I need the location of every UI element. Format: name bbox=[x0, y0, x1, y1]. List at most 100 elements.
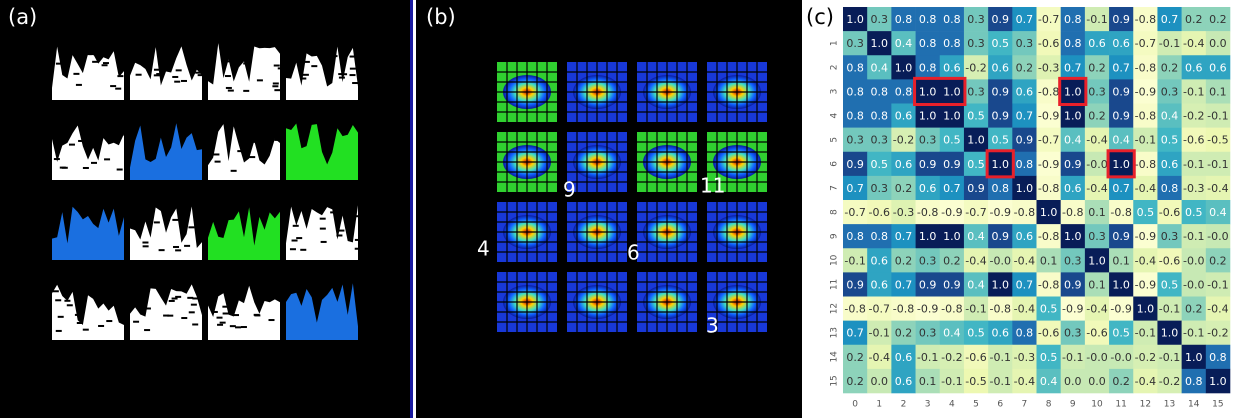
cell-label: 0.3 bbox=[1088, 85, 1106, 98]
cloud-gap bbox=[144, 329, 151, 332]
cloud-gap bbox=[225, 54, 232, 57]
x-tick-label: 10 bbox=[1091, 400, 1103, 410]
heatmap-cell bbox=[843, 248, 868, 273]
cloud-gap bbox=[195, 71, 202, 74]
heatmap-cell bbox=[1205, 79, 1231, 104]
heatmap-cell bbox=[1012, 151, 1037, 177]
heatmap-cell bbox=[1205, 248, 1231, 273]
cloud-gap bbox=[253, 295, 260, 298]
heatmap-cell bbox=[1060, 79, 1086, 104]
heatmap-cell bbox=[891, 368, 916, 394]
cell-label: 0.8 bbox=[991, 182, 1009, 195]
cell-label: 0.5 bbox=[1161, 134, 1179, 147]
cloud-gap bbox=[135, 73, 142, 76]
cell-label: 0.4 bbox=[871, 61, 889, 74]
cloud-gap bbox=[240, 326, 247, 329]
cell-label: -0.9 bbox=[1062, 303, 1083, 316]
heatmap-cell bbox=[1084, 272, 1110, 297]
panel-a-bg bbox=[0, 0, 410, 418]
heatmap-cell bbox=[1181, 368, 1207, 394]
cell-label: 0.3 bbox=[846, 37, 864, 50]
heatmap-cell bbox=[843, 79, 868, 104]
heatmap-cell bbox=[1205, 31, 1231, 56]
annotation: 11 bbox=[700, 174, 725, 198]
cell-label: -0.6 bbox=[965, 351, 986, 364]
cell-label: -0.1 bbox=[1086, 13, 1107, 26]
y-tick-label: 4 bbox=[830, 112, 840, 118]
heatmap-cell bbox=[1084, 344, 1110, 370]
heatmap-cell bbox=[1157, 296, 1182, 321]
heatmap-cell bbox=[891, 31, 916, 56]
cell-label: 0.2 bbox=[846, 351, 864, 364]
heatmap-cell bbox=[1036, 31, 1061, 56]
heatmap-cell bbox=[843, 175, 868, 201]
cell-label: 0.5 bbox=[991, 134, 1009, 147]
cell-label: 0.9 bbox=[943, 278, 961, 291]
cell-label: 0.5 bbox=[1112, 327, 1130, 340]
heatmap-cell bbox=[1084, 368, 1110, 394]
cloud-gap bbox=[133, 320, 140, 323]
cell-label: -0.9 bbox=[1135, 230, 1156, 243]
heatmap-cell bbox=[1012, 7, 1037, 32]
cell-label: -0.9 bbox=[989, 206, 1010, 219]
heatmap-cell bbox=[1109, 344, 1134, 370]
heatmap-cell bbox=[867, 272, 892, 297]
cell-label: -0.8 bbox=[844, 303, 865, 316]
heatmap-cell bbox=[891, 79, 916, 104]
cell-label: 0.1 bbox=[1209, 85, 1227, 98]
cell-label: -0.1 bbox=[1183, 230, 1204, 243]
cloud-gap bbox=[300, 248, 307, 251]
cell-label: -0.7 bbox=[1038, 134, 1059, 147]
cell-label: 0.2 bbox=[1185, 303, 1203, 316]
heatmap-cell bbox=[1133, 151, 1158, 177]
heatmap-cell bbox=[1133, 224, 1158, 249]
heatmap-cell bbox=[1012, 368, 1037, 394]
cell-label: -0.9 bbox=[1135, 278, 1156, 291]
heatmap-cell bbox=[1036, 7, 1061, 32]
heatmap-cell bbox=[867, 320, 892, 346]
cloud-gap bbox=[93, 53, 100, 56]
point-cloud bbox=[286, 46, 358, 100]
cloud-gap bbox=[272, 82, 279, 85]
heatmap-cell bbox=[1060, 224, 1086, 249]
cell-label: 1.0 bbox=[1112, 158, 1130, 171]
heatmap-cell bbox=[1205, 103, 1231, 128]
cloud-gap bbox=[53, 139, 60, 142]
heatmap-cell bbox=[1205, 151, 1231, 177]
heatmap-cell bbox=[915, 368, 941, 394]
cell-label: 0.8 bbox=[1209, 351, 1227, 364]
cloud-gap bbox=[289, 248, 296, 251]
heatmap-cell bbox=[1181, 344, 1207, 370]
heatmap-cell bbox=[1205, 368, 1231, 394]
cell-label: 0.3 bbox=[919, 134, 937, 147]
cloud-gap bbox=[256, 79, 263, 82]
panel-label: (c) bbox=[806, 5, 834, 29]
cell-label: 0.9 bbox=[1112, 110, 1130, 123]
x-tick-label: 11 bbox=[1115, 400, 1126, 410]
heatmap-cell bbox=[1133, 296, 1158, 321]
heatmap-cell bbox=[1157, 200, 1182, 225]
heatmap-cell bbox=[891, 55, 916, 80]
heatmap-cell bbox=[1084, 55, 1110, 80]
heatmap-cell bbox=[1109, 248, 1134, 273]
cell-label: 0.8 bbox=[895, 13, 913, 26]
heatmap-cell bbox=[1084, 127, 1110, 153]
cloud-gap bbox=[156, 73, 163, 76]
heatmap-cell bbox=[867, 200, 892, 225]
cell-label: 1.0 bbox=[895, 61, 913, 74]
heatmap-cell bbox=[1181, 200, 1207, 225]
cell-label: 0.8 bbox=[1161, 182, 1179, 195]
cell-label: 0.8 bbox=[895, 85, 913, 98]
heatmap-cell bbox=[1036, 272, 1061, 297]
heatmap-cell bbox=[1060, 175, 1086, 201]
cloud-gap bbox=[331, 55, 338, 58]
cloud-gap bbox=[272, 85, 279, 88]
cell-label: 0.5 bbox=[1040, 303, 1058, 316]
cloud-gap bbox=[55, 62, 62, 65]
heatmap-cell bbox=[843, 272, 868, 297]
cell-label: 0.6 bbox=[991, 327, 1009, 340]
cell-label: -0.4 bbox=[1135, 375, 1156, 388]
cloud-gap bbox=[349, 74, 356, 77]
cloud-gap bbox=[265, 143, 272, 146]
cell-label: 0.7 bbox=[895, 230, 913, 243]
